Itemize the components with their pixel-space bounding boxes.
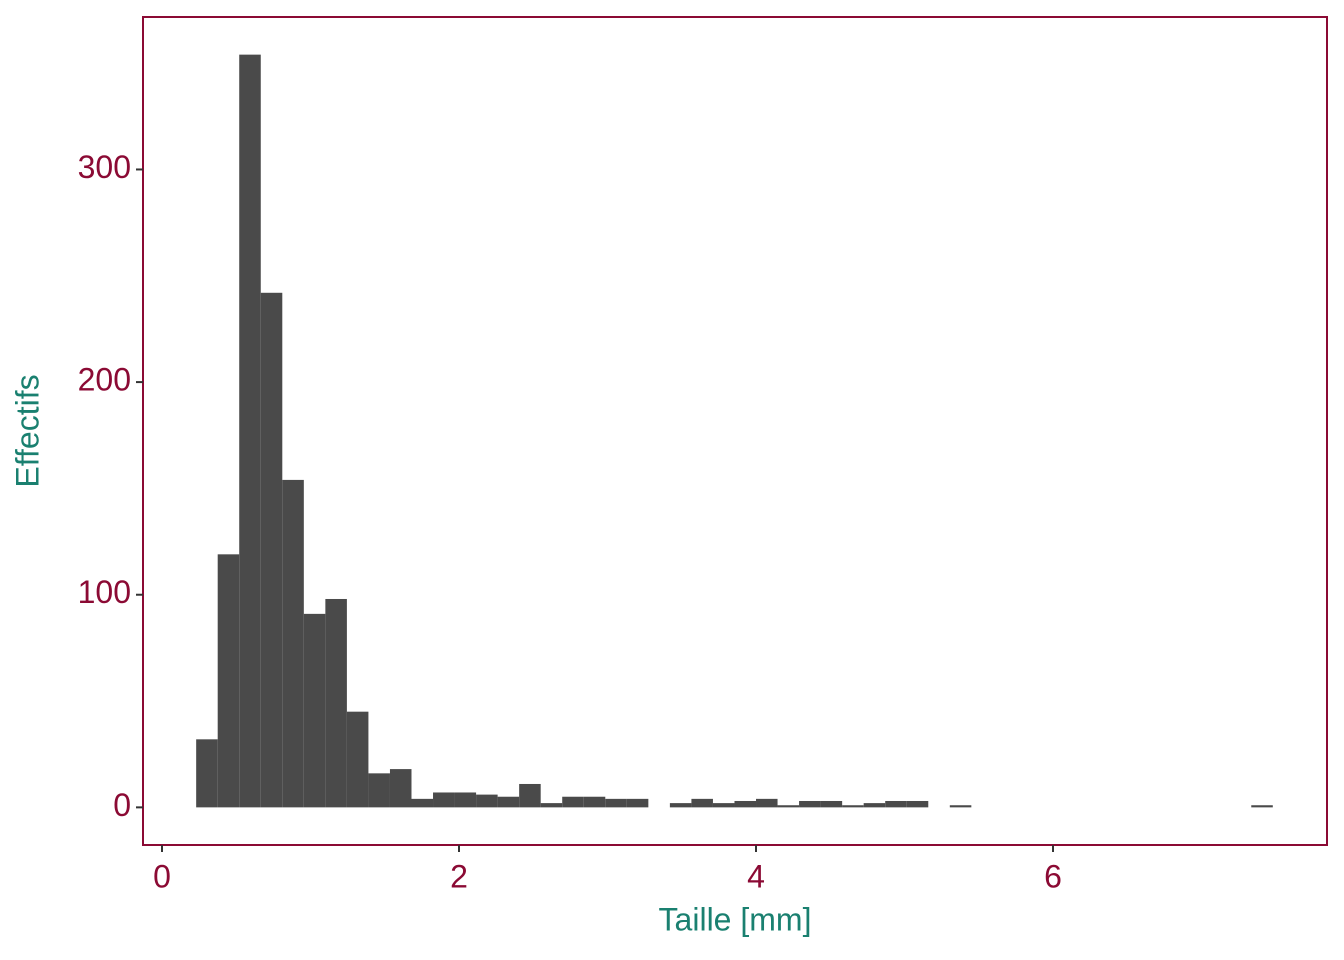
bar	[605, 798, 627, 808]
bar	[454, 792, 477, 808]
y-tick-label: 200	[78, 362, 131, 398]
bar	[476, 794, 498, 808]
bar	[863, 803, 886, 808]
bar	[411, 798, 434, 808]
x-tick-label: 0	[153, 858, 171, 894]
bar	[260, 292, 283, 808]
bar	[799, 800, 821, 808]
x-tick-label: 6	[1044, 858, 1062, 894]
bar	[712, 803, 735, 808]
bar	[325, 598, 347, 808]
bar	[777, 805, 800, 808]
x-tick-label: 4	[747, 858, 765, 894]
y-tick-label: 100	[78, 574, 131, 610]
bar	[669, 803, 692, 808]
bar	[389, 769, 412, 808]
bar	[346, 711, 369, 808]
panel-border	[142, 16, 1328, 846]
x-tick-label: 2	[450, 858, 468, 894]
y-tick-label: 300	[78, 149, 131, 185]
bar	[433, 792, 455, 808]
bar	[885, 800, 907, 808]
bar	[626, 798, 649, 808]
bar	[540, 803, 563, 808]
bar	[906, 800, 929, 808]
bar	[497, 796, 520, 808]
bar	[282, 479, 304, 808]
bar	[820, 800, 843, 808]
bar	[239, 54, 261, 808]
y-tick-label: 0	[113, 787, 131, 823]
x-axis-title: Taille [mm]	[659, 901, 812, 937]
y-axis-title: Effectifs	[9, 374, 45, 487]
bar	[368, 773, 390, 808]
bar	[949, 805, 972, 808]
bar	[1251, 805, 1273, 808]
bar	[734, 800, 757, 808]
bar	[303, 613, 326, 808]
bar	[217, 554, 240, 808]
bar	[519, 783, 541, 808]
bar	[583, 796, 606, 808]
bar	[842, 805, 864, 808]
bar	[756, 798, 778, 808]
bar	[562, 796, 584, 808]
bar	[691, 798, 713, 808]
bar	[196, 739, 218, 808]
